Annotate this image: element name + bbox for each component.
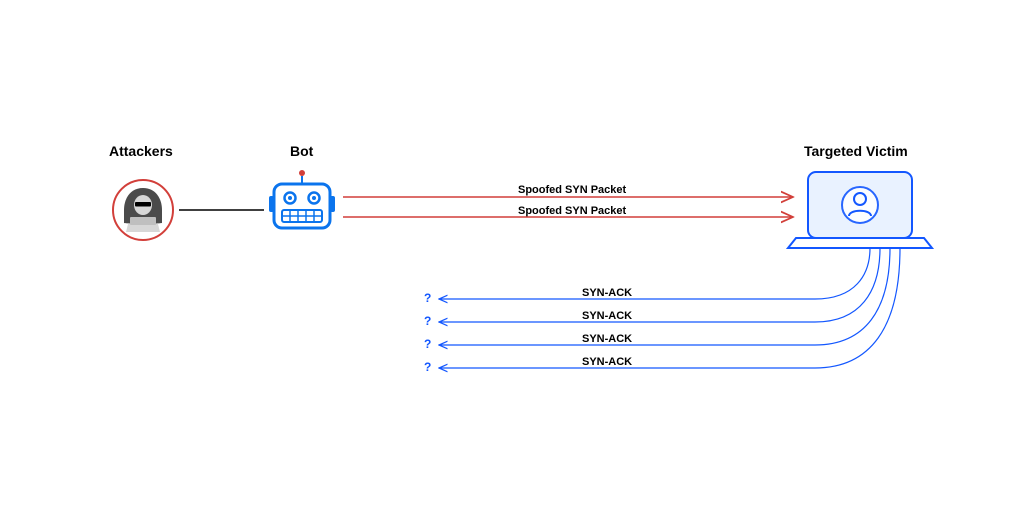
synack-label-4: SYN-ACK [582, 356, 632, 368]
synack-label-3: SYN-ACK [582, 333, 632, 345]
attacker-circle [113, 180, 173, 240]
synack-arrow-1 [439, 248, 870, 299]
syn-packet-label-2: Spoofed SYN Packet [518, 205, 626, 217]
bot-icon [269, 170, 335, 228]
synack-arrow-2 [439, 248, 880, 322]
synack-arrow-3 [439, 248, 890, 345]
syn-packet-label-1: Spoofed SYN Packet [518, 184, 626, 196]
victim-label: Targeted Victim [804, 143, 908, 159]
synack-label-2: SYN-ACK [582, 310, 632, 322]
qmark-4: ? [424, 360, 431, 374]
qmark-2: ? [424, 314, 431, 328]
diagram-stage: Attackers Bot Targeted Victim Spoofed SY… [0, 0, 1024, 509]
qmark-3: ? [424, 337, 431, 351]
diagram-svg [0, 0, 1024, 509]
bot-label: Bot [290, 143, 313, 159]
synack-arrow-4 [439, 248, 900, 368]
qmark-1: ? [424, 291, 431, 305]
synack-label-1: SYN-ACK [582, 287, 632, 299]
attacker-icon [124, 188, 162, 232]
victim-icon [788, 172, 932, 248]
attacker-label: Attackers [109, 143, 173, 159]
